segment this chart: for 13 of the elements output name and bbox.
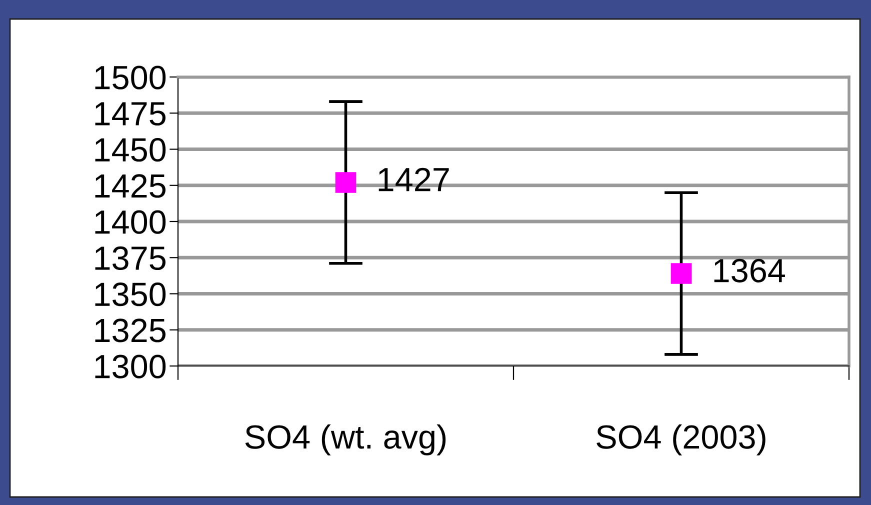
y-tick-label: 1425 bbox=[95, 174, 166, 198]
y-tick-label: 1450 bbox=[95, 138, 166, 162]
y-tick-label: 1500 bbox=[95, 66, 166, 90]
x-tick-label: SO4 (wt. avg) bbox=[245, 424, 446, 456]
y-tick-label: 1375 bbox=[95, 246, 166, 270]
y-tick-label: 1475 bbox=[95, 102, 166, 126]
y-tick-label: 1300 bbox=[95, 354, 166, 378]
data-label: 1364 bbox=[714, 258, 785, 282]
x-tick-label: SO4 (2003) bbox=[596, 424, 766, 456]
data-label: 1427 bbox=[378, 168, 449, 192]
y-tick-label: 1350 bbox=[95, 282, 166, 306]
y-tick-label: 1400 bbox=[95, 210, 166, 234]
y-tick-label: 1325 bbox=[95, 318, 166, 342]
